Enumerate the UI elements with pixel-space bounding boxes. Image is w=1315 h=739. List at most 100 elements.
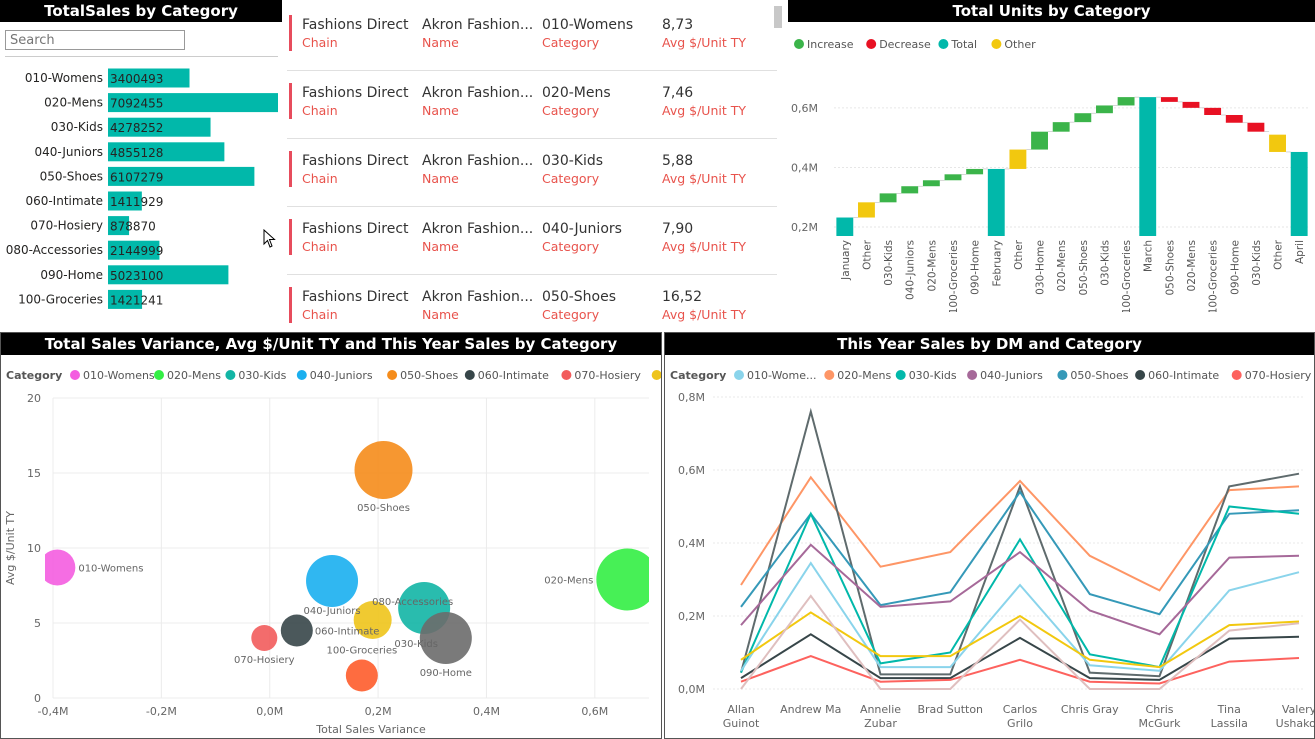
waterfall-bar-January[interactable]: [836, 217, 854, 236]
line-legend-item[interactable]: 020-Mens: [837, 369, 891, 382]
scatter-legend-swatch: [387, 370, 398, 380]
bar-value-label: 1421241: [110, 293, 163, 307]
bar-020-Mens[interactable]: [108, 93, 278, 113]
waterfall-bar-030-Kids[interactable]: [1096, 105, 1113, 114]
waterfall-bar-March[interactable]: [1139, 97, 1157, 236]
line-x-tick: Chris Gray: [1061, 703, 1119, 716]
scatter-point-010-Womens[interactable]: [39, 549, 76, 586]
scatter-legend-item[interactable]: 040-Juniors: [310, 369, 373, 382]
waterfall-bar-040-Juniors[interactable]: [901, 186, 919, 194]
card-name-label: Name: [422, 103, 459, 118]
line-legend-item[interactable]: 040-Juniors: [980, 369, 1043, 382]
store-card[interactable]: Fashions Direct Chain Akron Fashion... Name…: [287, 277, 777, 324]
bar-080-Accessories[interactable]: [108, 240, 160, 260]
variance-scatter-chart: Category 010-Womens 020-Mens 030-Kids 040-Ju…: [4, 369, 661, 736]
scatter-point-050-Shoes[interactable]: [354, 441, 413, 499]
line-legend-item[interactable]: 060-Intimate: [1148, 369, 1219, 382]
bar-category-label: 050-Shoes: [40, 169, 103, 183]
waterfall-bar-090-Home[interactable]: [966, 168, 984, 175]
scatter-point-060-Intimate[interactable]: [280, 614, 313, 647]
store-card[interactable]: Fashions Direct Chain Akron Fashion... Name…: [287, 73, 777, 139]
waterfall-bar-April[interactable]: [1290, 151, 1308, 236]
line-series-4[interactable]: [740, 543, 1300, 636]
bar-090-Home[interactable]: [108, 265, 229, 285]
bar-070-Hosiery[interactable]: [108, 216, 130, 236]
scatter-legend-item[interactable]: 020-Mens: [167, 369, 221, 382]
line-series-7[interactable]: [740, 633, 1300, 681]
card-name-label: Name: [422, 171, 459, 186]
scatter-legend-item[interactable]: 030-Kids: [238, 369, 286, 382]
scatter-point-080-Accessories[interactable]: [353, 601, 392, 639]
line-series-8[interactable]: [740, 655, 1300, 685]
bar-030-Kids[interactable]: [108, 117, 211, 137]
bar-050-Shoes[interactable]: [108, 166, 255, 186]
waterfall-legend-item[interactable]: Other: [1004, 38, 1036, 51]
scatter-legend-item[interactable]: 050-Shoes: [400, 369, 458, 382]
scatter-point-label: 050-Shoes: [357, 503, 410, 514]
card-chain: Fashions Direct Chain: [302, 85, 409, 118]
waterfall-legend-item[interactable]: Total: [950, 38, 977, 51]
waterfall-legend-item[interactable]: Decrease: [879, 38, 931, 51]
scatter-point-020-Mens[interactable]: [596, 548, 658, 611]
scatter-legend-item[interactable]: 070-Hosiery: [574, 369, 641, 382]
cards-scrollbar[interactable]: [774, 6, 782, 28]
waterfall-bar-050-Shoes[interactable]: [1160, 97, 1178, 102]
line-series-2[interactable]: [740, 490, 1300, 616]
line-series-0[interactable]: [740, 475, 1300, 592]
waterfall-bar-Other[interactable]: [858, 202, 875, 218]
search-input[interactable]: [5, 30, 185, 50]
line-series-1[interactable]: [740, 407, 1300, 678]
line-series-9[interactable]: [740, 594, 1300, 690]
line-legend-item[interactable]: 070-Hosiery: [1245, 369, 1312, 382]
waterfall-bar-100-Groceries[interactable]: [1117, 97, 1135, 106]
card-category-value: 050-Shoes: [542, 289, 617, 305]
waterfall-bar-020-Mens[interactable]: [1182, 101, 1200, 108]
waterfall-bar-Other[interactable]: [1269, 134, 1286, 152]
line-legend-swatch: [824, 370, 835, 380]
line-legend-item[interactable]: 010-Wome...: [747, 369, 816, 382]
waterfall-bar-030-Kids[interactable]: [879, 193, 897, 203]
waterfall-bar-100-Groceries[interactable]: [944, 174, 962, 181]
waterfall-bar-030-Kids[interactable]: [1247, 122, 1265, 132]
bar-100-Groceries[interactable]: [108, 289, 143, 309]
units-by-category-panel: Total Units by Category Increase Decrease…: [788, 0, 1315, 312]
waterfall-bar-100-Groceries[interactable]: [1204, 107, 1222, 115]
bar-060-Intimate[interactable]: [108, 191, 142, 211]
card-avg-value: 7,46: [662, 85, 694, 101]
card-category: 010-Womens Category: [542, 17, 633, 50]
waterfall-bar-Other[interactable]: [1009, 149, 1027, 169]
card-chain-label: Chain: [302, 239, 338, 254]
card-avg-value: 7,90: [662, 221, 694, 237]
line-legend-item[interactable]: 030-Kids: [909, 369, 957, 382]
scatter-point-090-Home[interactable]: [419, 612, 472, 664]
waterfall-bar-020-Mens[interactable]: [1052, 122, 1070, 132]
scatter-point-040-Juniors[interactable]: [306, 555, 359, 607]
waterfall-bar-February[interactable]: [987, 168, 1005, 236]
scatter-point-100-Groceries[interactable]: [345, 659, 378, 692]
card-name-label: Name: [422, 35, 459, 50]
line-series-3[interactable]: [740, 505, 1300, 674]
store-card[interactable]: Fashions Direct Chain Akron Fashion... Name…: [287, 209, 777, 275]
card-accent-bar: [289, 83, 292, 119]
bar-value-label: 2144999: [110, 244, 163, 258]
waterfall-bar-090-Home[interactable]: [1225, 114, 1243, 123]
waterfall-bar-030-Home[interactable]: [1031, 131, 1048, 150]
line-legend-swatch: [734, 370, 744, 380]
bar-040-Juniors[interactable]: [108, 142, 225, 162]
scatter-legend-item[interactable]: 060-Intimate: [478, 369, 549, 382]
card-accent-bar: [289, 219, 292, 255]
card-avg-label: Avg $/Unit TY: [662, 35, 746, 50]
scatter-point-070-Hosiery[interactable]: [251, 625, 278, 651]
store-card[interactable]: Fashions Direct Chain Akron Fashion... Name…: [287, 5, 777, 71]
waterfall-bar-020-Mens[interactable]: [922, 180, 940, 187]
waterfall-bar-050-Shoes[interactable]: [1074, 113, 1092, 123]
bar-value-label: 6107279: [110, 170, 163, 184]
scatter-y-tick: 0: [34, 692, 41, 705]
card-chain-value: Fashions Direct: [302, 221, 409, 237]
scatter-legend-item[interactable]: 010-Womens: [83, 369, 155, 382]
bar-010-Womens[interactable]: [108, 68, 190, 88]
line-series-5[interactable]: [740, 561, 1300, 672]
store-card[interactable]: Fashions Direct Chain Akron Fashion... Name…: [287, 141, 777, 207]
line-legend-item[interactable]: 050-Shoes: [1070, 369, 1128, 382]
waterfall-legend-item[interactable]: Increase: [807, 38, 854, 51]
